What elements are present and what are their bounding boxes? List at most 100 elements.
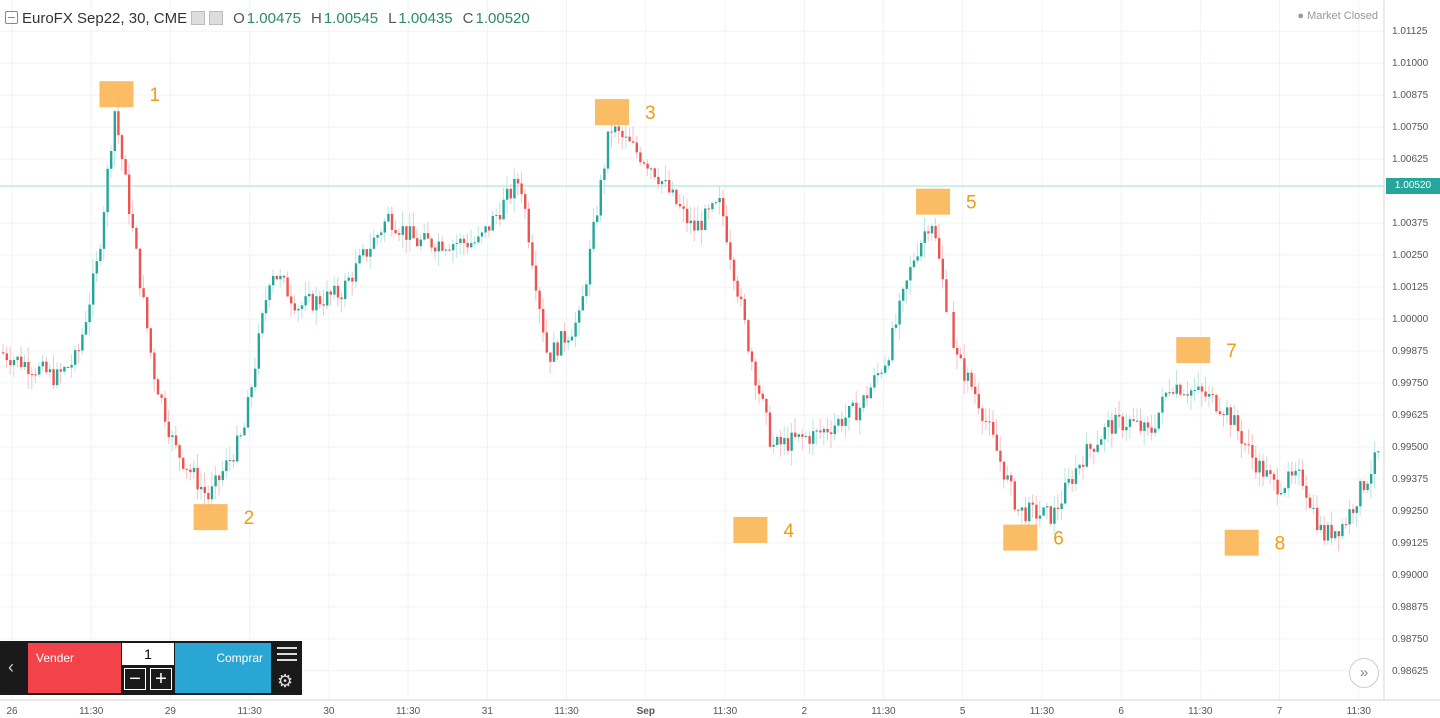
candle-body — [617, 126, 620, 131]
candle-body — [1060, 503, 1063, 510]
candle-body — [185, 468, 188, 470]
candle-body — [1240, 431, 1243, 444]
chevron-left-icon[interactable]: ‹ — [8, 657, 14, 677]
candle-body — [642, 162, 646, 164]
candle-body — [203, 486, 206, 494]
candle-body — [1262, 460, 1265, 477]
candle-body — [1337, 531, 1340, 537]
settings-toggle-icon[interactable] — [209, 11, 224, 25]
candle-body — [779, 436, 782, 445]
candle-body — [232, 460, 235, 462]
menu-icon[interactable] — [277, 647, 297, 663]
candle-body — [315, 296, 318, 311]
candle-body — [621, 130, 624, 138]
candle-body — [1308, 497, 1312, 508]
candle-body — [696, 220, 700, 231]
candle-body — [264, 300, 268, 314]
candle-body — [16, 356, 19, 361]
candle-body — [1143, 422, 1146, 431]
candle-body — [1172, 392, 1175, 394]
candle-body — [858, 407, 862, 421]
candle-body — [905, 280, 908, 289]
candle-body — [574, 322, 577, 337]
market-status: ● Market Closed — [1297, 10, 1378, 22]
candle-body — [610, 131, 613, 133]
candle-body — [376, 235, 379, 238]
candle-body — [268, 285, 271, 301]
candle-body — [891, 327, 894, 361]
price-tick-label: 0.99125 — [1392, 538, 1429, 549]
price-tick-label: 1.00375 — [1392, 218, 1429, 229]
candle-body — [387, 213, 390, 222]
gear-icon[interactable]: ⚙ — [277, 671, 294, 691]
candle-body — [894, 324, 898, 328]
candle-body — [945, 279, 948, 312]
price-tick-label: 0.98875 — [1392, 602, 1429, 613]
buy-button[interactable]: Comprar — [175, 643, 271, 693]
candle-body — [1323, 525, 1326, 541]
candle-body — [671, 189, 674, 193]
collapse-icon[interactable] — [5, 11, 18, 24]
candle-body — [480, 232, 484, 237]
candle-body — [542, 308, 545, 333]
candle-body — [444, 249, 448, 251]
candle-body — [678, 203, 682, 207]
candle-body — [606, 131, 610, 169]
candle-body — [336, 285, 340, 298]
candle-body — [866, 395, 869, 399]
candle-body — [502, 199, 505, 220]
candle-body — [34, 374, 37, 376]
plus-icon[interactable]: + — [150, 668, 172, 690]
time-tick-label: 11:30 — [1347, 706, 1372, 717]
candle-body — [372, 237, 376, 249]
candle-body — [308, 293, 311, 297]
price-tick-label: 0.99750 — [1392, 378, 1429, 389]
candle-body — [416, 238, 419, 247]
quantity-input[interactable]: 1 — [122, 643, 174, 665]
candle-body — [390, 213, 394, 230]
candle-body — [380, 232, 383, 236]
drag-handle[interactable]: ‹ — [0, 641, 28, 695]
price-tick-label: 1.00250 — [1392, 250, 1429, 261]
candle-body — [1280, 492, 1283, 495]
candle-body — [246, 397, 250, 428]
candle-body — [398, 233, 401, 235]
candle-body — [801, 434, 804, 437]
candle-body — [23, 361, 26, 367]
candle-body — [282, 275, 286, 278]
candle-body — [923, 231, 926, 243]
candle-body — [981, 408, 984, 421]
candle-body — [1146, 422, 1150, 428]
candle-body — [401, 226, 404, 235]
candle-body — [718, 198, 721, 203]
candle-body — [1053, 507, 1056, 524]
price-tick-label: 1.00875 — [1392, 90, 1429, 101]
price-tick-label: 0.99375 — [1392, 474, 1429, 485]
marker-label: 1 — [149, 85, 160, 106]
symbol-title[interactable]: EuroFX Sep22, 30, CME — [22, 9, 188, 27]
candle-body — [815, 430, 818, 432]
candle-body — [1118, 414, 1121, 417]
candle-body — [254, 368, 257, 388]
candle-body — [1157, 412, 1160, 429]
candle-body — [527, 208, 530, 243]
candle-body — [63, 367, 66, 372]
sell-button[interactable]: Vender — [28, 643, 121, 693]
candle-body — [279, 275, 282, 280]
candle-body — [1103, 427, 1106, 440]
candle-body — [1290, 471, 1294, 476]
candle-body — [1064, 482, 1067, 504]
time-tick-label: 30 — [323, 706, 335, 717]
candle-body — [596, 215, 599, 222]
candle-body — [1154, 428, 1157, 433]
candle-body — [236, 435, 239, 462]
indicator-toggle-icon[interactable] — [191, 11, 206, 25]
minus-icon[interactable]: − — [124, 668, 146, 690]
candle-body — [653, 168, 656, 177]
candle-body — [81, 334, 84, 351]
candle-body — [225, 460, 228, 472]
candle-body — [1283, 488, 1286, 493]
candle-body — [984, 420, 988, 422]
scroll-forward-icon[interactable]: » — [1349, 658, 1379, 688]
